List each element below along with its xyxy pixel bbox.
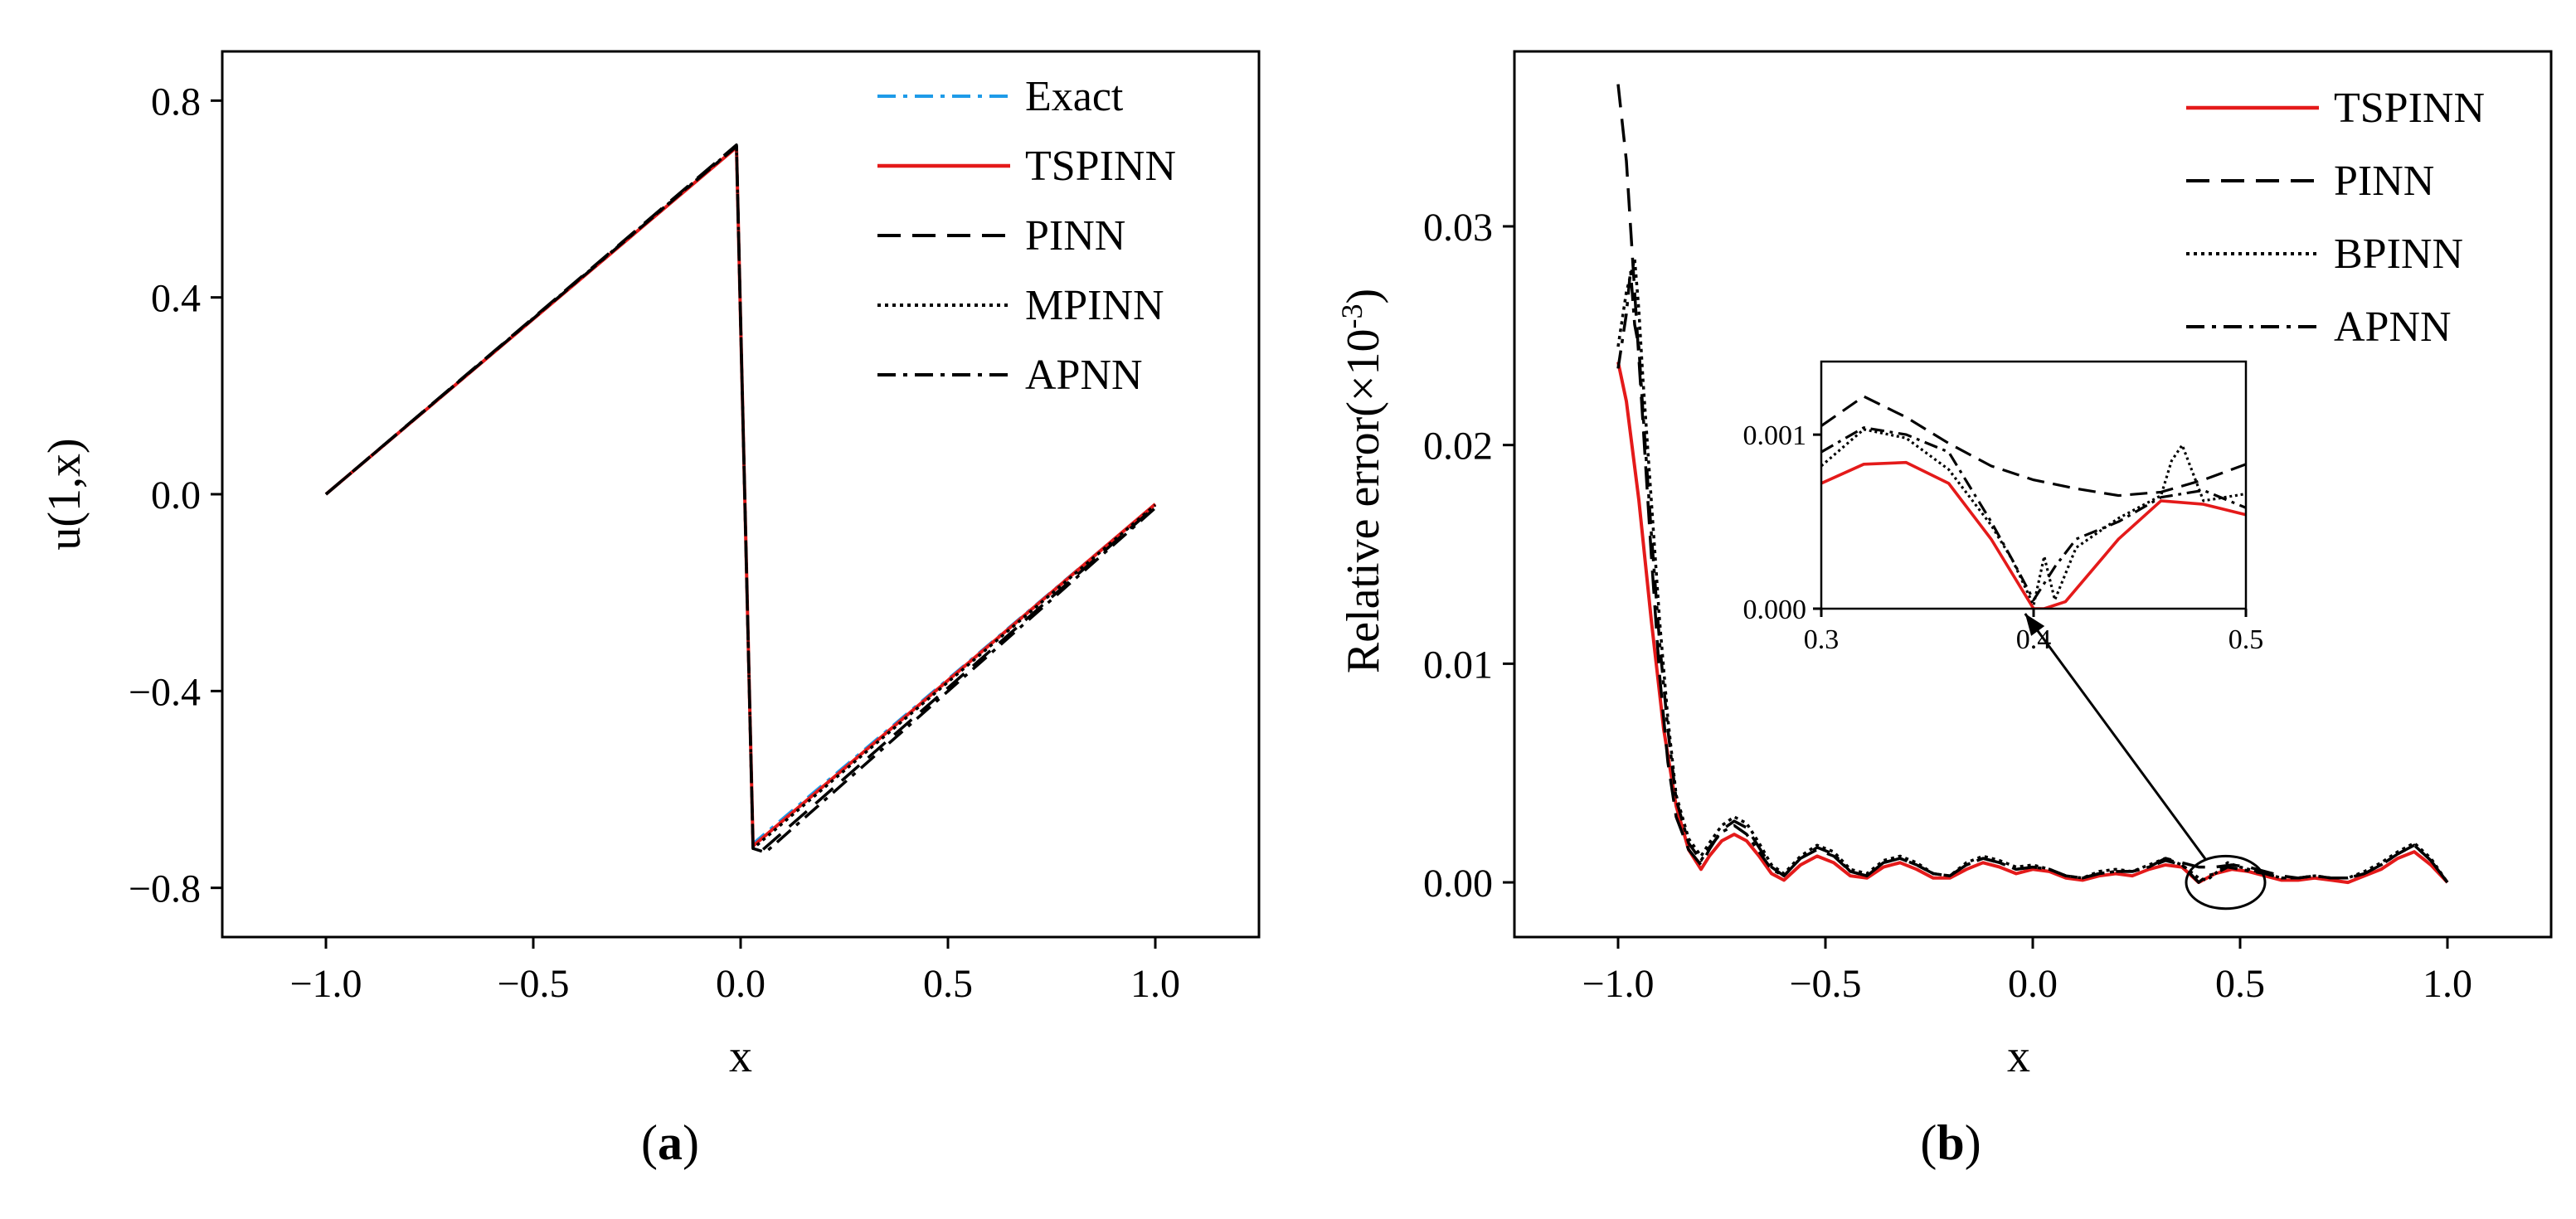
panel-b-x-tick-label: −1.0 <box>1582 962 1654 1006</box>
panel-b-legend-label-apnn: APNN <box>2334 304 2452 351</box>
panel-b-series-apnn-line <box>1616 268 2449 884</box>
panel-a-series-apnn-line <box>324 144 1157 854</box>
zoom-arrow-head <box>2024 614 2045 636</box>
panel-b-x-tick-label: 1.0 <box>2423 962 2472 1006</box>
panel-b-legend: TSPINN PINN BPINN APNN <box>2186 85 2485 351</box>
panel-b-y-axis-label: Relative error(×10-3) <box>1335 289 1389 673</box>
panel-b-y-tick-label: 0.01 <box>1423 643 1493 687</box>
panel-b-y-tick-label: 0.02 <box>1423 425 1493 469</box>
inset-series-apnn-line <box>1821 426 2246 602</box>
panel-a-chart: −1.0 −0.5 0.0 0.5 1.0 −0.8 −0.4 0.0 0.4 0.8 Exact… <box>39 50 1261 1170</box>
inset-chart: 0.3 0.4 0.5 0.000 0.001 <box>1743 360 2264 655</box>
panel-b-y-tick-label: 0.00 <box>1423 862 1493 906</box>
panel-b-x-tick-label: 0.0 <box>2008 962 2058 1006</box>
panel-a-x-tick-label: 0.5 <box>923 962 973 1006</box>
panel-a-legend-label-apnn: APNN <box>1025 352 1143 399</box>
panel-a-x-axis-label: x <box>729 1031 752 1082</box>
inset-y-tick-label: 0.001 <box>1743 420 1807 451</box>
panel-b-x-tick-label: 0.5 <box>2215 962 2265 1006</box>
panel-a-x-tick-label: −1.0 <box>289 962 362 1006</box>
zoom-region-ellipse <box>2185 854 2267 911</box>
panel-a-y-tick-label: −0.4 <box>129 670 201 714</box>
panel-b-x-tick-label: −0.5 <box>1789 962 1861 1006</box>
inset-series-tspinn-line <box>1821 460 2246 609</box>
panel-b-x-axis-label: x <box>2007 1031 2030 1082</box>
panel-a-ticks: −1.0 −0.5 0.0 0.5 1.0 −0.8 −0.4 0.0 0.4 0.8 <box>129 80 1180 1006</box>
panel-b-label: (b) <box>1920 1115 1981 1170</box>
panel-a-legend-label-mpinn: MPINN <box>1025 282 1164 329</box>
panel-b-ticks: −1.0 −0.5 0.0 0.5 1.0 0.00 0.01 0.02 0.03 <box>1423 206 2472 1006</box>
inset-y-tick-label: 0.000 <box>1743 595 1807 625</box>
panel-a-y-tick-label: −0.8 <box>129 867 201 911</box>
panel-a-legend: Exact TSPINN PINN MPINN APNN <box>877 73 1176 399</box>
inset-series-pinn-line <box>1821 395 2246 498</box>
inset-background <box>1821 362 2246 609</box>
panel-a-legend-label-exact: Exact <box>1025 73 1124 120</box>
panel-a-y-tick-label: 0.4 <box>151 277 201 321</box>
panel-b-legend-label-tspinn: TSPINN <box>2334 85 2485 132</box>
inset-series-group <box>1821 395 2246 609</box>
panel-a-series-group <box>324 143 1157 854</box>
panel-b-y-tick-label: 0.03 <box>1423 206 1493 250</box>
panel-a-legend-label-tspinn: TSPINN <box>1025 143 1176 190</box>
panel-b-legend-label-pinn: PINN <box>2334 158 2434 205</box>
panel-a-y-tick-label: 0.8 <box>151 80 201 124</box>
panel-a-x-tick-label: 0.0 <box>716 962 766 1006</box>
inset-x-tick-label: 0.3 <box>1804 624 1840 655</box>
panel-b-series-tspinn-line <box>1616 362 2449 885</box>
panel-a-label: (a) <box>641 1115 699 1170</box>
panel-a-x-tick-label: −0.5 <box>497 962 569 1006</box>
zoom-arrow <box>2024 613 2207 861</box>
inset-ticks: 0.3 0.4 0.5 0.000 0.001 <box>1743 420 2264 655</box>
panel-a-y-axis-label: u(1,x) <box>39 438 90 550</box>
panel-a-x-tick-label: 1.0 <box>1130 962 1180 1006</box>
panel-a-y-tick-label: 0.0 <box>151 474 201 517</box>
inset-x-tick-label: 0.4 <box>2016 624 2052 655</box>
panel-b-series-group <box>1616 84 2449 885</box>
panel-b-chart: −1.0 −0.5 0.0 0.5 1.0 0.00 0.01 0.02 0.03 TSPINN… <box>1335 50 2553 1170</box>
panel-b-legend-label-bpinn: BPINN <box>2334 231 2463 278</box>
inset-x-tick-label: 0.5 <box>2228 624 2264 655</box>
panel-a-legend-label-pinn: PINN <box>1025 212 1125 260</box>
